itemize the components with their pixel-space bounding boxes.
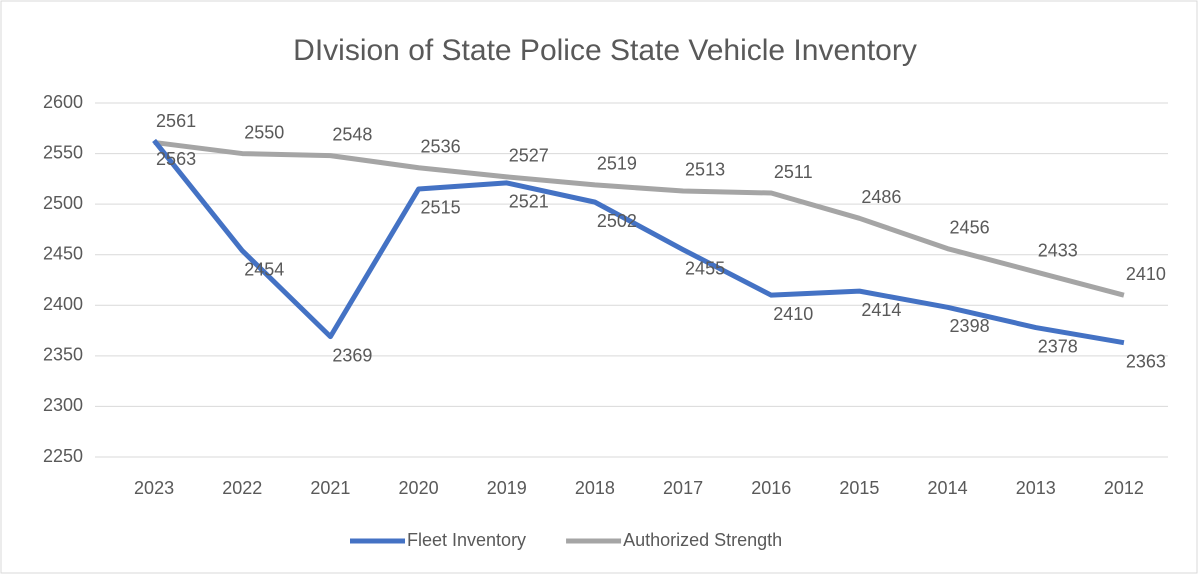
data-label: 2456: [950, 217, 990, 237]
legend-label: Authorized Strength: [623, 530, 782, 550]
x-tick-label: 2018: [575, 478, 615, 498]
line-series: [152, 138, 1125, 346]
data-label: 2414: [861, 300, 901, 320]
x-tick-label: 2023: [134, 478, 174, 498]
data-label: 2398: [950, 316, 990, 336]
data-label: 2454: [244, 259, 284, 279]
data-label: 2378: [1038, 336, 1078, 356]
y-tick-label: 2350: [43, 345, 83, 365]
x-tick-label: 2012: [1104, 478, 1144, 498]
x-tick-label: 2019: [487, 478, 527, 498]
data-label: 2502: [597, 211, 637, 231]
y-tick-label: 2550: [43, 142, 83, 162]
y-tick-label: 2400: [43, 294, 83, 314]
x-tick-label: 2013: [1016, 478, 1056, 498]
data-label: 2513: [685, 160, 725, 180]
data-label: 2561: [156, 111, 196, 131]
data-label: 2511: [774, 162, 813, 182]
data-label: 2410: [1126, 264, 1166, 284]
x-tick-label: 2020: [399, 478, 439, 498]
data-label: 2369: [332, 345, 372, 365]
data-label: 2548: [332, 124, 372, 144]
data-label: 2527: [509, 146, 549, 166]
x-tick-label: 2017: [663, 478, 703, 498]
chart-title: DIvision of State Police State Vehicle I…: [293, 34, 917, 67]
line-series: [153, 139, 1125, 298]
data-label: 2486: [861, 187, 901, 207]
data-label: 2550: [244, 122, 284, 142]
y-tick-label: 2600: [43, 92, 83, 112]
data-label: 2563: [156, 149, 196, 169]
y-tick-label: 2450: [43, 243, 83, 263]
y-tick-label: 2500: [43, 193, 83, 213]
x-tick-label: 2016: [751, 478, 791, 498]
y-tick-label: 2300: [43, 395, 83, 415]
data-label: 2515: [421, 198, 461, 218]
legend-label: Fleet Inventory: [407, 530, 526, 550]
data-label: 2519: [597, 154, 637, 174]
data-label: 2363: [1126, 351, 1166, 371]
y-tick-label: 2250: [43, 446, 83, 466]
x-tick-label: 2021: [310, 478, 350, 498]
x-tick-label: 2015: [839, 478, 879, 498]
data-label: 2536: [421, 136, 461, 156]
data-label: 2410: [773, 304, 813, 324]
data-label: 2521: [509, 192, 549, 212]
data-label: 2433: [1038, 241, 1078, 261]
x-tick-label: 2014: [928, 478, 968, 498]
data-label: 2455: [685, 258, 725, 278]
x-tick-label: 2022: [222, 478, 262, 498]
